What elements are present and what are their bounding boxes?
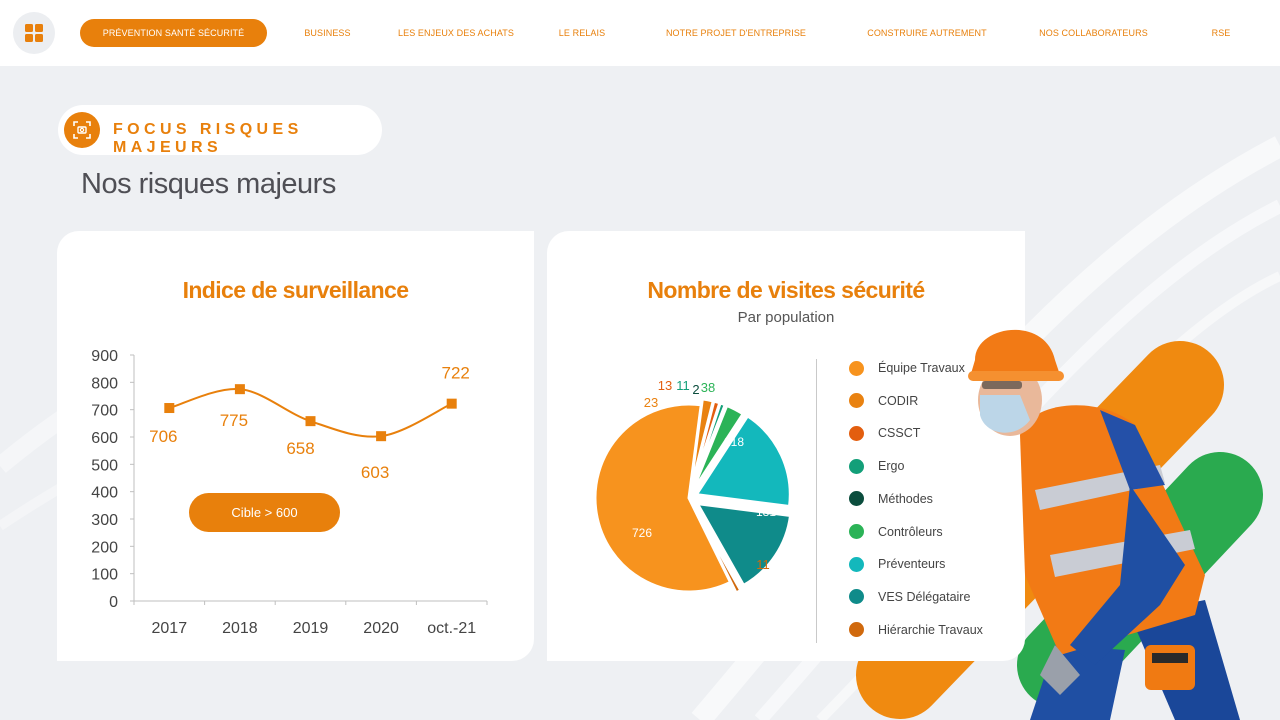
data-point [446,398,457,409]
y-tick-label: 800 [91,375,118,392]
home-button[interactable] [13,12,55,54]
y-tick-label: 700 [91,403,118,420]
y-tick-label: 100 [91,567,118,584]
y-tick-label: 200 [91,539,118,556]
nav-item-business[interactable]: BUSINESS [304,28,351,38]
y-tick-label: 500 [91,457,118,474]
legend-swatch [849,491,864,507]
y-tick-label: 900 [91,348,118,365]
data-label: 722 [442,364,470,383]
legend-item: Méthodes [849,489,933,509]
slice-label: 218 [724,435,744,449]
legend-swatch [849,622,864,638]
y-tick-label: 600 [91,430,118,447]
page-title: Nos risques majeurs [81,168,336,200]
focus-label: FOCUS RISQUES MAJEURS [113,121,303,156]
nav-item-rse[interactable]: RSE [1211,28,1231,38]
pie-slice [694,501,793,588]
visites-title: Nombre de visites sécurité [647,277,925,303]
nav-item-collaborateurs[interactable]: NOS COLLABORATEURS [1039,28,1148,38]
nav-item-projet-entreprise[interactable]: NOTRE PROJET D'ENTREPRISE [665,28,807,38]
nav-item-prevention[interactable]: PRÉVENTION SANTÉ SÉCURITÉ [80,19,267,47]
cible-button[interactable]: Cible > 600 [189,493,340,532]
slice-label: 11 [756,557,770,572]
data-point [234,384,245,395]
slice-label: 726 [632,526,652,540]
nav-item-construire-autrement[interactable]: CONSTRUIRE AUTREMENT [867,28,987,38]
legend-divider [816,359,817,643]
x-tick-label: oct.-21 [427,620,476,637]
nav-item-le-relais[interactable]: LE RELAIS [558,28,606,38]
pie-slice [693,413,792,509]
legend-swatch [849,589,864,605]
legend-item: CODIR [849,391,918,411]
legend-label: Préventeurs [878,557,946,572]
x-tick-label: 2017 [152,620,188,637]
legend-swatch [849,524,864,539]
data-label: 775 [220,411,248,430]
top-navigation: PRÉVENTION SANTÉ SÉCURITÉ BUSINESS LES E… [0,0,1280,66]
focus-camera-icon [64,112,100,148]
legend-label: Ergo [878,459,905,474]
nav-item-enjeux-achats[interactable]: LES ENJEUX DES ACHATS [398,28,514,38]
slice-label: 38 [701,380,715,395]
surveillance-title: Indice de surveillance [182,277,409,303]
x-tick-label: 2019 [293,620,329,637]
legend-item: CSSCT [849,423,920,443]
legend-swatch [849,393,864,409]
pie-slice [693,507,743,595]
x-tick-label: 2020 [363,620,399,637]
surveillance-card: Indice de surveillance 0 100 200 300 400 500 6… [57,231,534,661]
legend-label: Méthodes [878,491,933,506]
legend-item: Hiérarchie Travaux [849,620,983,640]
legend-label: CODIR [878,393,919,408]
slice-label: 2 [692,382,699,397]
visites-card: Nombre de visites sécurité Par populatio… [547,231,1025,661]
worker-illustration [968,329,1240,720]
pie-slice [593,402,733,594]
legend-label: Contrôleurs [878,524,943,539]
legend-item: Ergo [849,456,904,476]
legend-label: VES Délégataire [878,589,971,604]
surveillance-line-chart: 0 100 200 300 400 500 600 700 800 900 2017 2018 2019… [91,348,488,637]
pie-slice [690,403,746,494]
legend-swatch [849,556,864,572]
legend-swatch [849,458,864,474]
data-point [164,403,175,414]
data-point [305,416,316,427]
y-tick-label: 300 [91,512,118,529]
data-label: 706 [149,427,177,446]
visites-subtitle: Par population [737,309,835,326]
slice-label: 181 [756,505,776,519]
legend-label: Équipe Travaux [878,361,965,375]
data-point [376,431,387,442]
legend-item: Contrôleurs [849,522,943,542]
legend-label: Hiérarchie Travaux [878,622,983,637]
legend-label: CSSCT [878,426,921,441]
slice-label: 23 [644,395,658,410]
data-label: 658 [286,439,314,458]
x-tick-label: 2018 [222,620,258,637]
focus-badge: FOCUS RISQUES MAJEURS [58,105,382,156]
grid-icon [25,24,43,42]
slice-label: 11 [676,378,690,393]
legend-swatch [849,360,864,376]
y-tick-label: 400 [91,485,118,502]
legend-item: Équipe Travaux [849,358,965,378]
data-label: 603 [361,463,389,482]
legend-item: VES Délégataire [849,587,970,607]
y-tick-label: 0 [109,594,118,611]
legend-swatch [849,425,864,441]
legend-item: Préventeurs [849,554,945,574]
series-line [169,388,453,438]
slice-label: 13 [658,378,672,393]
